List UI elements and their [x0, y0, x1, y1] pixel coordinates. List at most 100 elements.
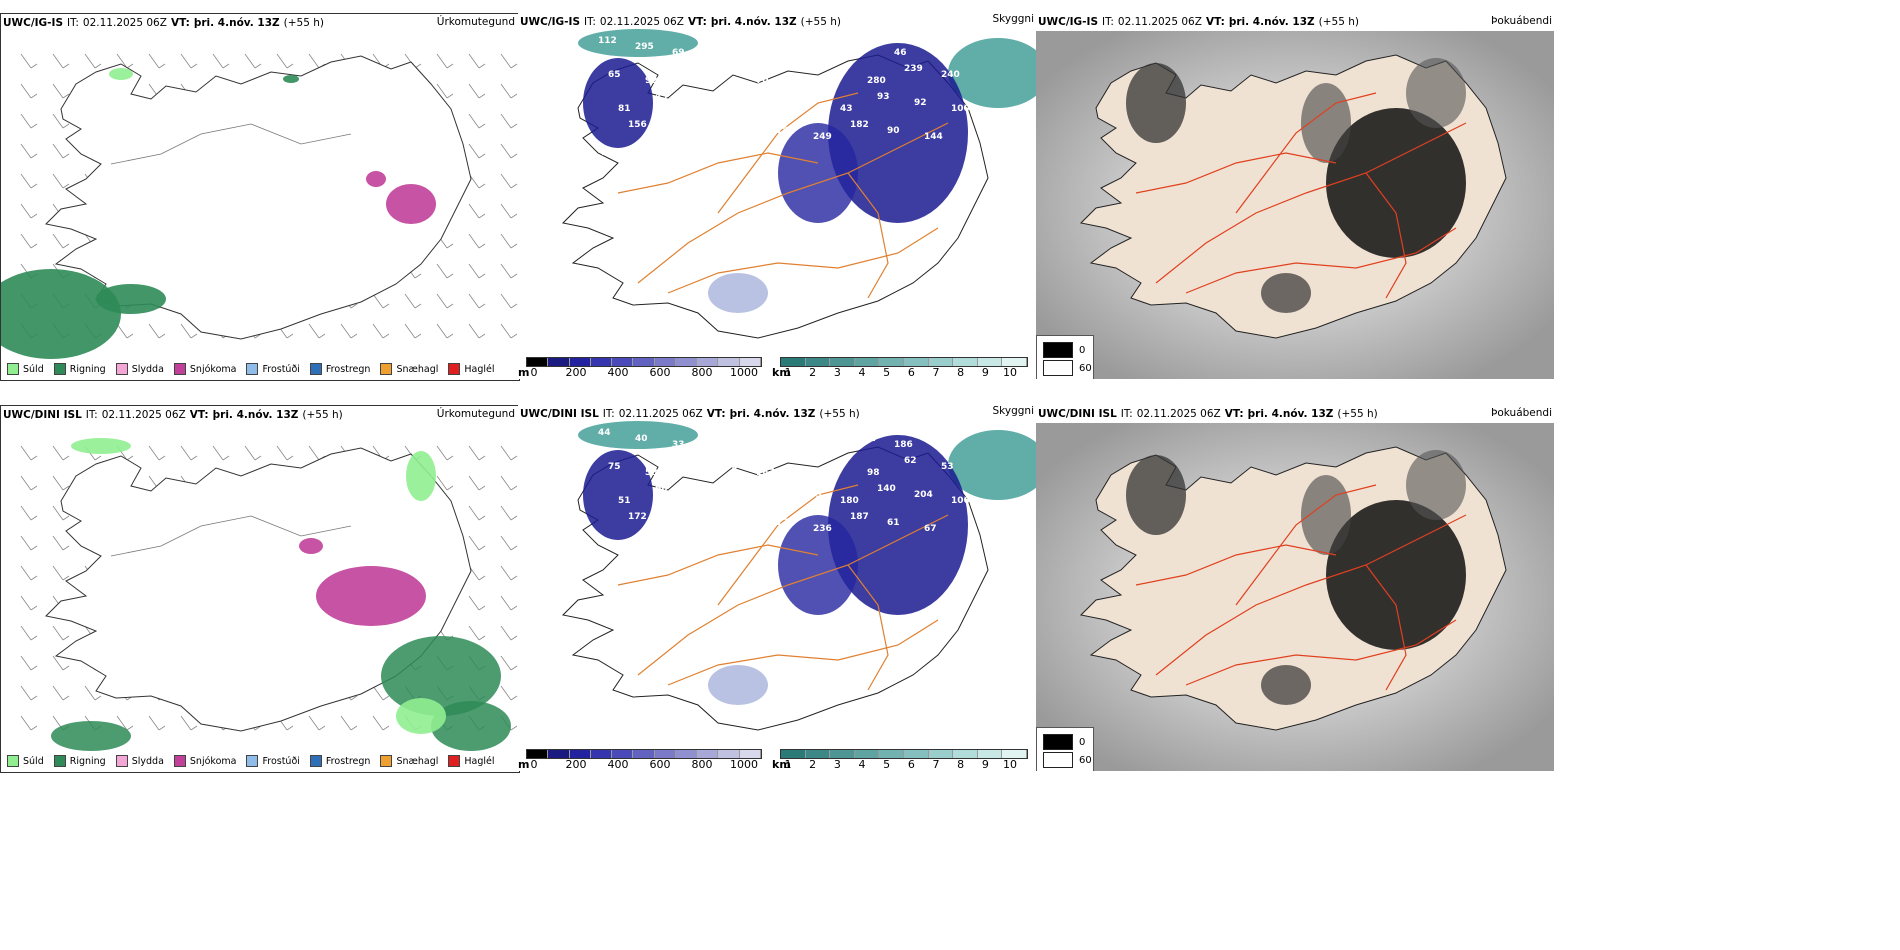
low-ceiling-area	[828, 43, 968, 223]
ceiling-value-label: 179	[776, 518, 795, 528]
road-line	[717, 92, 859, 214]
ceiling-value-label: 51	[746, 42, 759, 52]
ceiling-value-label: 112	[598, 36, 617, 46]
colorbar-cell	[718, 750, 740, 758]
fog-dark-area	[1326, 108, 1466, 258]
colorbar-tick: 5	[883, 758, 891, 771]
drizzle-area	[71, 438, 131, 454]
ceiling-value-label: 76	[830, 462, 843, 472]
panel-title: Þokuábendi	[1491, 407, 1552, 419]
wind-barb	[500, 655, 518, 671]
fog-map-row1	[1036, 31, 1554, 379]
ceiling-value-label: 115	[803, 490, 822, 500]
wind-barb	[308, 323, 326, 339]
ceiling-value-label: 70	[756, 76, 769, 86]
legend-item: Snæhagl	[380, 363, 438, 375]
colorbar-cell	[854, 750, 880, 758]
ceiling-value-label: 184	[719, 462, 738, 472]
wind-barb	[468, 143, 486, 159]
cloud-map-row1: 112 295 69 64 51 41 64 69 46 75 65 92 94 79 70 111 59 280…	[561, 29, 1036, 339]
fog-panel-row1: UWC/IG-IS IT: 02.11.2025 06Z VT: þri. 4.…	[1036, 13, 1554, 379]
colorbar-tick: 6	[907, 758, 915, 771]
ceiling-value-label: 144	[924, 132, 943, 142]
fog-dark-area	[1261, 665, 1311, 705]
legend-swatch	[380, 755, 393, 767]
wind-barb	[468, 323, 486, 339]
wind-barb	[52, 505, 70, 521]
wind-barb	[468, 83, 486, 99]
precip-panel-row2: UWC/DINI ISL IT: 02.11.2025 06Z VT: þri.…	[0, 405, 520, 773]
wind-barb	[116, 53, 134, 69]
wind-barb	[436, 445, 454, 461]
wind-barb	[148, 445, 166, 461]
low-visibility-area	[948, 430, 1036, 500]
wind-barb	[180, 715, 198, 731]
wind-barb	[468, 293, 486, 309]
legend-label: Súld	[23, 755, 44, 767]
legend-label: Snjókoma	[189, 755, 237, 767]
wind-barb	[20, 535, 38, 551]
legend-item: Haglél	[448, 755, 495, 767]
colorbar-cell	[1002, 750, 1027, 758]
colorbar-tick: 0	[530, 758, 538, 771]
colorbar-cell	[590, 750, 613, 758]
legend-item: Slydda	[115, 755, 164, 767]
legend-swatch	[173, 363, 186, 375]
init-time: 02.11.2025 06Z	[618, 408, 703, 420]
ceiling-value-label: 62	[904, 456, 917, 466]
ceiling-value-label: 79	[719, 70, 732, 80]
panel-header: UWC/IG-IS IT: 02.11.2025 06Z VT: þri. 4.…	[3, 17, 324, 29]
colorbar-tick: 8	[957, 366, 965, 379]
ceiling-value-label: 182	[850, 120, 869, 130]
road-line	[1185, 227, 1457, 294]
colorbar-cell	[675, 750, 698, 758]
river-line	[110, 515, 352, 557]
colorbar-cell	[928, 750, 954, 758]
colorbar-cell	[928, 358, 954, 366]
model-name: UWC/DINI ISL	[1038, 408, 1117, 420]
ceiling-value-label: 64	[820, 36, 833, 46]
colorbar-cell	[879, 358, 904, 366]
legend-swatch	[115, 755, 128, 767]
precip-map-row1	[1, 53, 518, 359]
ceiling-value-label: 239	[904, 64, 923, 74]
wind-barb	[500, 173, 518, 189]
wind-barb	[308, 715, 326, 731]
wind-barb	[500, 323, 518, 339]
wind-barb	[84, 53, 102, 69]
colorbar-tick: 7	[932, 758, 940, 771]
road-line	[667, 619, 939, 686]
wind-barb	[244, 53, 262, 69]
ceiling-value-label: 65	[746, 434, 759, 444]
init-time: 02.11.2025 06Z	[101, 409, 186, 421]
road-line	[717, 484, 859, 606]
ceiling-value-label: 45	[655, 92, 668, 102]
colorbar-tick: 2	[809, 366, 817, 379]
road-line	[667, 227, 939, 294]
wind-barb	[500, 53, 518, 69]
legend-label: Frostúði	[262, 363, 300, 375]
wind-barb	[20, 715, 38, 731]
colorbar-cell	[654, 358, 676, 366]
colorbar-tick: 2	[809, 758, 817, 771]
low-visibility-area	[948, 38, 1036, 108]
fog-key-label: 0	[1079, 736, 1086, 748]
ceiling-value-label: 51	[618, 496, 631, 506]
colorbar-tick: 9	[981, 758, 989, 771]
legend-item: Slydda	[115, 363, 164, 375]
snow-area	[366, 171, 386, 187]
ceiling-value-label: 94	[682, 64, 695, 74]
colorbar-tick: 400	[607, 366, 629, 379]
fog-key-row: 0	[1043, 734, 1085, 750]
ceiling-value-label: 41	[783, 48, 796, 58]
wind-barb	[500, 565, 518, 581]
colorbar-cell	[830, 358, 855, 366]
rain-area	[96, 284, 166, 314]
fog-dark-area	[1126, 63, 1186, 143]
panel-title: Þokuábendi	[1491, 15, 1552, 27]
wind-barb	[276, 53, 294, 69]
colorbar-strip	[526, 357, 762, 367]
model-name: UWC/IG-IS	[3, 17, 64, 29]
wind-barb	[20, 505, 38, 521]
ceiling-value-label: 61	[887, 518, 900, 528]
